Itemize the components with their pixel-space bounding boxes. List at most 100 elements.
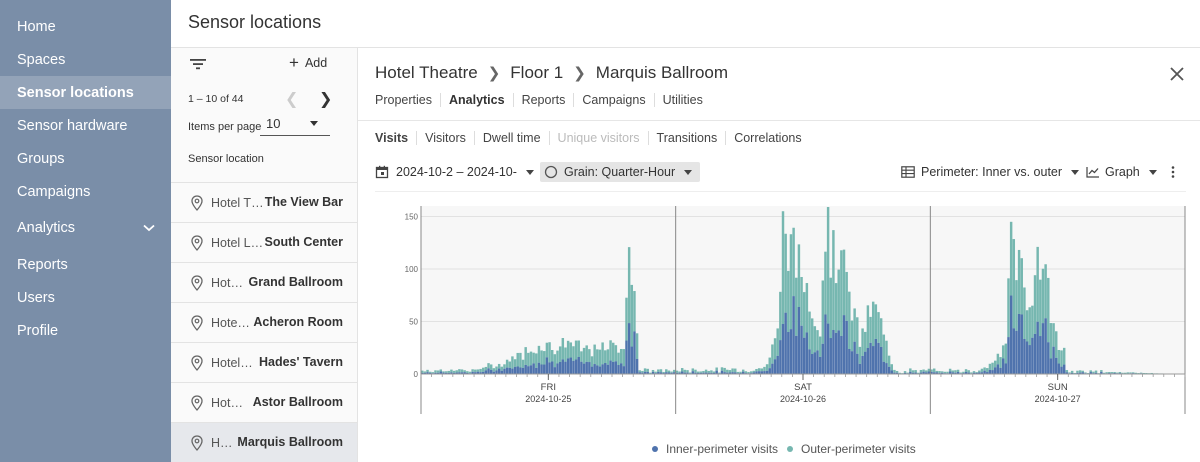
bar-outer <box>1004 343 1008 364</box>
location-row[interactable]: Hotel Theatre Hades' Tavern <box>171 342 357 382</box>
add-button[interactable]: + Add <box>289 54 327 71</box>
bar-inner <box>622 366 626 374</box>
location-row[interactable]: Hotel Theatre The View Bar <box>171 182 357 222</box>
subtab-visits[interactable]: Visits <box>375 131 409 145</box>
nav-sensor-hardware[interactable]: Sensor hardware <box>0 109 171 142</box>
row-venue: Hotel Luxe <box>211 236 265 250</box>
bar-outer <box>548 342 551 363</box>
breadcrumb-floor[interactable]: Floor 1 <box>510 63 564 82</box>
items-per-page-select[interactable]: 10 <box>260 116 330 136</box>
bar-inner <box>1052 346 1055 374</box>
subtab-correlations[interactable]: Correlations <box>725 131 809 145</box>
more-menu-button[interactable] <box>1170 162 1176 182</box>
bar-outer <box>932 368 936 373</box>
tab-reports[interactable]: Reports <box>512 93 574 107</box>
grain-value: Grain: Quarter-Hour <box>564 165 676 179</box>
bar-outer <box>458 369 461 373</box>
dropdown-caret-icon <box>310 121 318 126</box>
bar-inner <box>773 359 777 374</box>
nav-campaigns[interactable]: Campaigns <box>0 175 171 208</box>
bar-outer <box>442 371 445 373</box>
bar-outer <box>535 353 538 368</box>
bar-outer <box>1102 372 1106 374</box>
bar-outer <box>712 371 716 373</box>
bar-inner <box>1076 372 1079 374</box>
breadcrumb-venue[interactable]: Hotel Theatre <box>375 63 478 82</box>
nav-users[interactable]: Users <box>0 281 171 314</box>
bar-inner <box>675 372 679 374</box>
location-row[interactable]: Hotel Luxe South Center <box>171 222 357 262</box>
nav-home[interactable]: Home <box>0 10 171 43</box>
bar-outer <box>1076 370 1079 373</box>
bar-inner <box>707 372 710 374</box>
bar-outer <box>1123 372 1127 374</box>
nav-groups[interactable]: Groups <box>0 142 171 175</box>
bar-outer <box>879 318 883 347</box>
bar-outer <box>1105 372 1108 374</box>
next-page-icon[interactable]: ❯ <box>319 91 333 108</box>
bar-outer <box>752 370 756 373</box>
close-icon[interactable] <box>1169 66 1185 82</box>
bar-inner <box>760 371 764 374</box>
bar-outer <box>887 355 891 367</box>
tab-analytics[interactable]: Analytics <box>439 93 513 107</box>
view-value: Graph <box>1105 165 1140 179</box>
y-tick-label: 50 <box>409 318 418 327</box>
bar-outer <box>643 368 647 372</box>
filter-icon[interactable] <box>189 57 207 71</box>
bar-inner <box>991 370 994 374</box>
bar-inner <box>1094 372 1098 374</box>
breadcrumb-separator-icon: ❯ <box>573 65 586 82</box>
row-venue: Hotel Theatre <box>211 276 247 290</box>
bar-outer <box>917 372 920 374</box>
tab-campaigns[interactable]: Campaigns <box>573 93 653 107</box>
bar-inner <box>476 371 480 374</box>
perimeter-select[interactable]: Perimeter: Inner vs. outer <box>901 162 1080 182</box>
bar-inner <box>887 366 891 374</box>
bar-outer <box>434 370 437 373</box>
bar-inner <box>1007 337 1010 374</box>
bar-inner <box>927 371 931 374</box>
bar-outer <box>1025 310 1029 342</box>
bar-outer <box>898 372 901 374</box>
view-select[interactable]: Graph <box>1086 162 1157 182</box>
subtab-transitions[interactable]: Transitions <box>647 131 726 145</box>
bar-inner <box>421 372 424 374</box>
bar-outer <box>911 370 915 373</box>
bar-outer <box>466 371 469 373</box>
bar-inner <box>728 372 732 374</box>
date-range-picker[interactable]: 2024-10-2 – 2024-10- <box>375 162 534 182</box>
grain-select[interactable]: Grain: Quarter-Hour <box>540 162 701 182</box>
bar-outer <box>678 371 681 373</box>
chart-icon <box>1086 167 1099 178</box>
bar-inner <box>813 352 817 374</box>
bar-outer <box>590 356 594 367</box>
nav-reports[interactable]: Reports <box>0 248 171 281</box>
bar-outer <box>463 370 466 373</box>
location-row[interactable]: Hotel Theatre Astor Ballroom <box>171 382 357 422</box>
bar-inner <box>768 368 771 374</box>
row-venue: Hotel Theatre <box>211 436 237 450</box>
bar-inner <box>810 353 814 374</box>
nav-sensor-locations[interactable]: Sensor locations <box>0 76 171 109</box>
nav-analytics[interactable]: Analytics <box>0 211 171 244</box>
subtab-visitors[interactable]: Visitors <box>416 131 474 145</box>
bar-outer <box>1044 264 1047 319</box>
bar-outer <box>866 305 870 348</box>
location-row[interactable]: Hotel Theatre Acheron Room <box>171 302 357 342</box>
subtab-dwell-time[interactable]: Dwell time <box>473 131 549 145</box>
prev-page-icon[interactable]: ❮ <box>285 91 299 108</box>
location-row-selected[interactable]: Hotel Theatre Marquis Ballroom <box>171 422 357 462</box>
tab-properties[interactable]: Properties <box>375 93 432 107</box>
nav-spaces[interactable]: Spaces <box>0 43 171 76</box>
nav-profile[interactable]: Profile <box>0 314 171 347</box>
location-row[interactable]: Hotel Theatre Grand Ballroom <box>171 262 357 302</box>
tab-utilities[interactable]: Utilities <box>653 93 711 107</box>
bar-outer <box>444 371 448 373</box>
bar-outer <box>861 328 864 356</box>
bar-inner <box>505 367 509 374</box>
y-tick-label: 150 <box>405 213 419 222</box>
bar-outer <box>691 368 695 372</box>
bar-outer <box>882 334 886 362</box>
bar-outer <box>1020 258 1023 315</box>
